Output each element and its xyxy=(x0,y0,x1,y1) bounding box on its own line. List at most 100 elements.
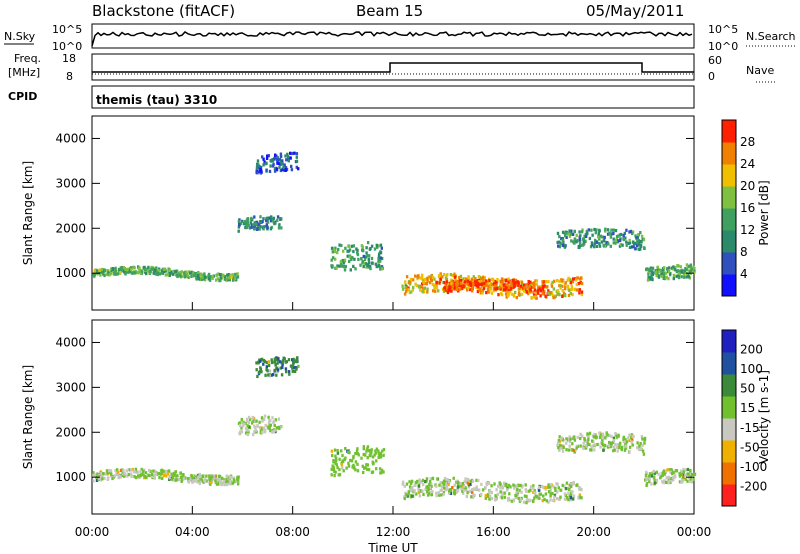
data-cell-1-5-82 xyxy=(557,438,561,443)
data-cell-1-2-63 xyxy=(268,374,271,378)
data-cell-0-3-58 xyxy=(379,256,382,260)
data-cell-0-4-294 xyxy=(419,284,423,288)
data-cell-1-0-268 xyxy=(180,476,183,480)
data-cell-0-1-71 xyxy=(250,223,253,227)
data-cell-1-6-12 xyxy=(653,478,656,482)
data-cell-1-4-201 xyxy=(484,496,487,500)
data-cell-1-1-21 xyxy=(244,431,248,435)
data-cell-1-0-218 xyxy=(101,474,104,478)
data-cell-1-4-202 xyxy=(513,486,516,490)
data-cell-0-4-346 xyxy=(426,276,429,280)
data-cell-1-1-51 xyxy=(277,417,281,421)
data-cell-0-0-247 xyxy=(119,266,123,270)
data-cell-1-4-180 xyxy=(421,483,425,487)
data-cell-1-4-91 xyxy=(572,494,576,498)
y-tick-label: 4000 xyxy=(55,131,86,145)
cpid-panel xyxy=(91,85,695,109)
data-cell-1-0-17 xyxy=(174,476,178,480)
data-cell-0-4-378 xyxy=(431,275,435,279)
data-cell-0-4-246 xyxy=(578,291,581,295)
data-cell-1-0-314 xyxy=(129,472,133,476)
noise-panel xyxy=(91,23,695,49)
data-cell-0-6-188 xyxy=(586,232,589,236)
data-cell-0-4-368 xyxy=(561,289,564,293)
data-cell-0-3-16 xyxy=(379,267,382,271)
data-cell-1-0-318 xyxy=(107,476,110,480)
data-cell-0-0-191 xyxy=(161,269,164,273)
data-cell-1-1-23 xyxy=(240,417,243,422)
data-cell-0-6-164 xyxy=(569,232,573,236)
data-cell-0-7-106 xyxy=(663,266,666,270)
data-cell-1-2-73 xyxy=(273,368,276,372)
data-cell-1-3-87 xyxy=(354,452,357,456)
data-cell-0-4-87 xyxy=(451,273,454,278)
data-cell-1-4-235 xyxy=(446,478,449,482)
data-cell-0-3-91 xyxy=(333,250,337,254)
data-cell-0-3-71 xyxy=(341,258,344,263)
data-cell-1-5-57 xyxy=(600,433,603,437)
data-cell-0-3-13 xyxy=(338,243,341,247)
data-cell-0-5-120 xyxy=(527,285,530,289)
data-cell-0-3-19 xyxy=(359,263,362,267)
data-cell-0-2-82 xyxy=(295,159,299,163)
data-cell-0-6-107 xyxy=(619,232,623,237)
nsky-label: N.Sky xyxy=(4,30,36,43)
data-cell-0-4-252 xyxy=(472,275,475,279)
data-cell-1-5-183 xyxy=(590,448,593,452)
data-cell-1-4-29 xyxy=(555,490,559,494)
data-cell-0-0-291 xyxy=(233,277,237,281)
data-cell-0-1-6 xyxy=(276,218,279,222)
data-cell-1-5-130 xyxy=(559,444,562,448)
data-cell-1-0-114 xyxy=(125,469,128,473)
data-cell-1-4-362 xyxy=(580,488,583,492)
data-cell-1-4-112 xyxy=(521,484,524,488)
data-cell-0-3-67 xyxy=(376,245,379,249)
data-cell-0-3-107 xyxy=(335,266,338,270)
data-cell-0-4-376 xyxy=(552,294,555,298)
data-cell-0-2-72 xyxy=(293,151,296,155)
data-cell-1-5-134 xyxy=(616,445,619,449)
data-cell-0-1-84 xyxy=(246,221,250,225)
data-cell-1-6-42 xyxy=(682,475,685,480)
data-cell-1-4-298 xyxy=(484,486,487,490)
data-cell-0-5-73 xyxy=(458,279,461,283)
data-cell-0-6-144 xyxy=(561,239,564,243)
data-cell-1-2-65 xyxy=(275,356,278,360)
data-cell-1-6-74 xyxy=(670,476,673,480)
data-cell-0-0-160 xyxy=(152,271,155,275)
data-cell-0-0-169 xyxy=(100,267,103,272)
data-cell-1-4-375 xyxy=(468,489,471,494)
data-cell-0-3-26 xyxy=(344,264,347,269)
data-cell-0-0-192 xyxy=(227,278,230,282)
data-cell-1-5-171 xyxy=(604,436,607,440)
data-cell-1-5-125 xyxy=(595,435,598,439)
data-cell-0-5-202 xyxy=(498,285,502,289)
data-cell-1-1-64 xyxy=(263,414,267,418)
data-cell-1-2-48 xyxy=(276,361,279,365)
data-cell-0-4-215 xyxy=(544,294,547,298)
y-tick-label: 2000 xyxy=(55,425,86,439)
data-cell-1-4-272 xyxy=(549,485,552,489)
data-cell-0-6-102 xyxy=(563,243,567,248)
data-cell-1-5-164 xyxy=(586,440,589,444)
data-cell-0-6-163 xyxy=(640,240,643,244)
data-cell-0-5-60 xyxy=(529,285,533,289)
data-cell-0-6-86 xyxy=(609,235,613,239)
data-cell-0-1-62 xyxy=(280,226,283,230)
data-cell-1-2-75 xyxy=(274,358,278,362)
data-cell-0-0-238 xyxy=(188,271,192,275)
data-cell-0-5-134 xyxy=(459,287,462,291)
data-cell-0-0-149 xyxy=(175,269,178,273)
data-cell-0-2-13 xyxy=(279,152,283,156)
data-cell-0-4-142 xyxy=(476,289,480,294)
data-cell-0-6-170 xyxy=(636,238,639,242)
data-cell-1-3-52 xyxy=(352,466,355,470)
data-cell-0-6-150 xyxy=(580,230,584,234)
data-cell-0-2-85 xyxy=(262,163,265,167)
data-cell-1-3-34 xyxy=(352,463,355,467)
data-cell-1-3-27 xyxy=(341,453,344,458)
data-cell-0-2-37 xyxy=(285,158,288,162)
data-cell-0-0-312 xyxy=(105,272,108,276)
data-cell-1-4-390 xyxy=(512,498,516,502)
